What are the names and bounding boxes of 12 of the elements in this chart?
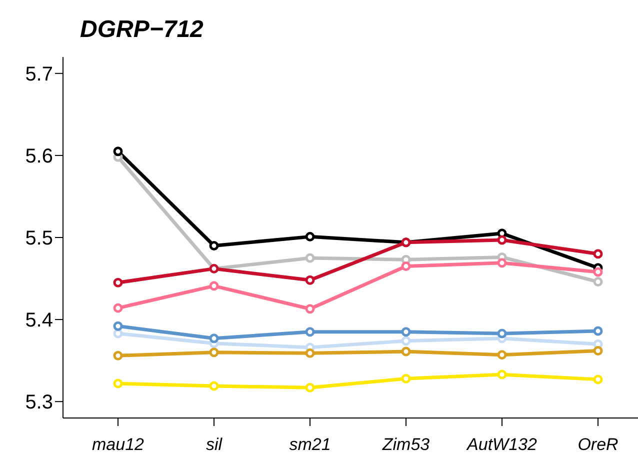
y-tick-label: 5.4 xyxy=(25,310,53,332)
y-tick-label: 5.7 xyxy=(25,64,53,86)
x-tick-label: sm21 xyxy=(289,435,331,454)
x-tick-label: OreR xyxy=(578,435,618,454)
y-tick-label: 5.5 xyxy=(25,228,53,250)
x-tick-label: Zim53 xyxy=(381,435,430,454)
x-tick-label: AutW132 xyxy=(466,435,538,454)
y-tick-label: 5.3 xyxy=(25,392,53,414)
x-tick-label: sil xyxy=(206,435,224,454)
y-tick-label: 5.6 xyxy=(25,146,53,168)
x-tick-label: mau12 xyxy=(92,435,145,454)
chart-title: DGRP−712 xyxy=(80,16,204,44)
